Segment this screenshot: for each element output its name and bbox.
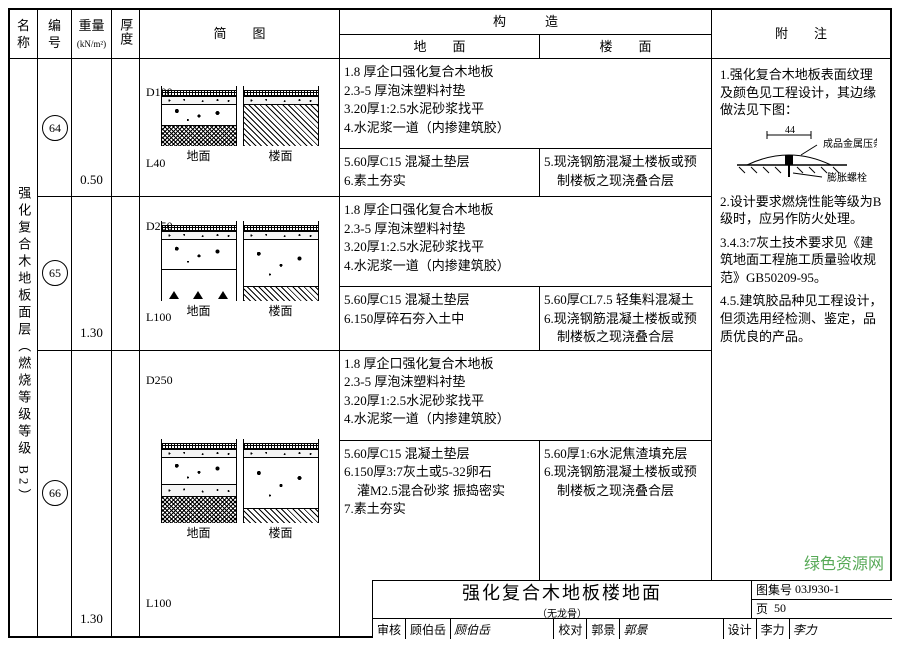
thick-64 (112, 59, 140, 197)
floor-64: 5.现浇钢筋混凝土楼板或预 制楼板之现浇叠合层 (540, 149, 712, 197)
proof-name: 郭景 (587, 619, 620, 639)
code-label: 图集号 (756, 581, 792, 598)
hdr-construction: 构 造 (340, 10, 712, 35)
svg-text:44: 44 (785, 125, 795, 136)
hdr-thick: 厚度 (112, 10, 140, 59)
page-label: 页 (756, 600, 768, 617)
review-label: 审核 (373, 619, 406, 639)
hdr-ground: 地 面 (340, 34, 540, 59)
svg-text:成品金属压条: 成品金属压条 (823, 137, 877, 150)
code-66: 66 (38, 350, 72, 636)
category-name: 强化复合木地板面层（燃烧等级等级 B2） (10, 59, 38, 637)
floor-65: 5.60厚CL7.5 轻集料混凝土6.现浇钢筋混凝土楼板或预 制楼板之现浇叠合层 (540, 287, 712, 351)
ground-66-top: 1.8 厚企口强化复合木地板2.3-5 厚泡沫塑料衬垫 3.20厚1:2.5水泥… (340, 350, 712, 440)
ground-65-bot: 5.60厚C15 混凝土垫层6.150厚碎石夯入土中 (340, 287, 540, 351)
hdr-weight: 重量 (kN/m²) (72, 10, 112, 59)
hdr-notes: 附 注 (712, 10, 891, 59)
diagram-65: D250 L100 地面 楼面 (140, 197, 340, 351)
ground-64-top: 1.8 厚企口强化复合木地板2.3-5 厚泡沫塑料衬垫 3.20厚1:2.5水泥… (340, 59, 712, 149)
hdr-code: 编号 (38, 10, 72, 59)
page-number: 50 (774, 601, 786, 616)
code-64: 64 (38, 59, 72, 197)
hdr-diagram: 简 图 (140, 10, 340, 59)
spec-table: 名称 编号 重量 (kN/m²) 厚度 简 图 构 造 附 注 地 面 楼 面 … (9, 9, 891, 637)
review-signature: 顾伯岳 (451, 619, 554, 639)
design-signature: 李力 (790, 619, 892, 639)
thick-66 (112, 350, 140, 636)
review-name: 顾伯岳 (406, 619, 451, 639)
ground-64-bot: 5.60厚C15 混凝土垫层6.素土夯实 (340, 149, 540, 197)
diagram-66: D250 L100 地面 楼面 (140, 350, 340, 636)
drawing-subtitle: （无龙骨） (537, 605, 587, 620)
edge-detail-figure: 44 成品金属压条 膨胀螺栓 (727, 125, 877, 185)
weight-66: 1.30 (72, 350, 112, 636)
proof-label: 校对 (554, 619, 587, 639)
drawing-code: 03J930-1 (795, 582, 840, 597)
svg-text:膨胀螺栓: 膨胀螺栓 (827, 171, 867, 184)
hdr-floor: 楼 面 (540, 34, 712, 59)
ground-65-top: 1.8 厚企口强化复合木地板2.3-5 厚泡沫塑料衬垫 3.20厚1:2.5水泥… (340, 197, 712, 287)
thick-65 (112, 197, 140, 351)
proof-signature: 郭景 (620, 619, 723, 639)
hdr-name: 名称 (10, 10, 38, 59)
diagram-64: D100 L40 地面 楼面 (140, 59, 340, 197)
code-65: 65 (38, 197, 72, 351)
design-label: 设计 (724, 619, 757, 639)
weight-65: 1.30 (72, 197, 112, 351)
title-block: 强化复合木地板楼地面 （无龙骨） 图集号 03J930-1 页 50 审核 顾伯… (372, 580, 892, 638)
weight-64: 0.50 (72, 59, 112, 197)
drawing-title: 强化复合木地板楼地面 (462, 579, 662, 605)
design-name: 李力 (757, 619, 790, 639)
watermark: 绿色资源网 (804, 550, 884, 574)
